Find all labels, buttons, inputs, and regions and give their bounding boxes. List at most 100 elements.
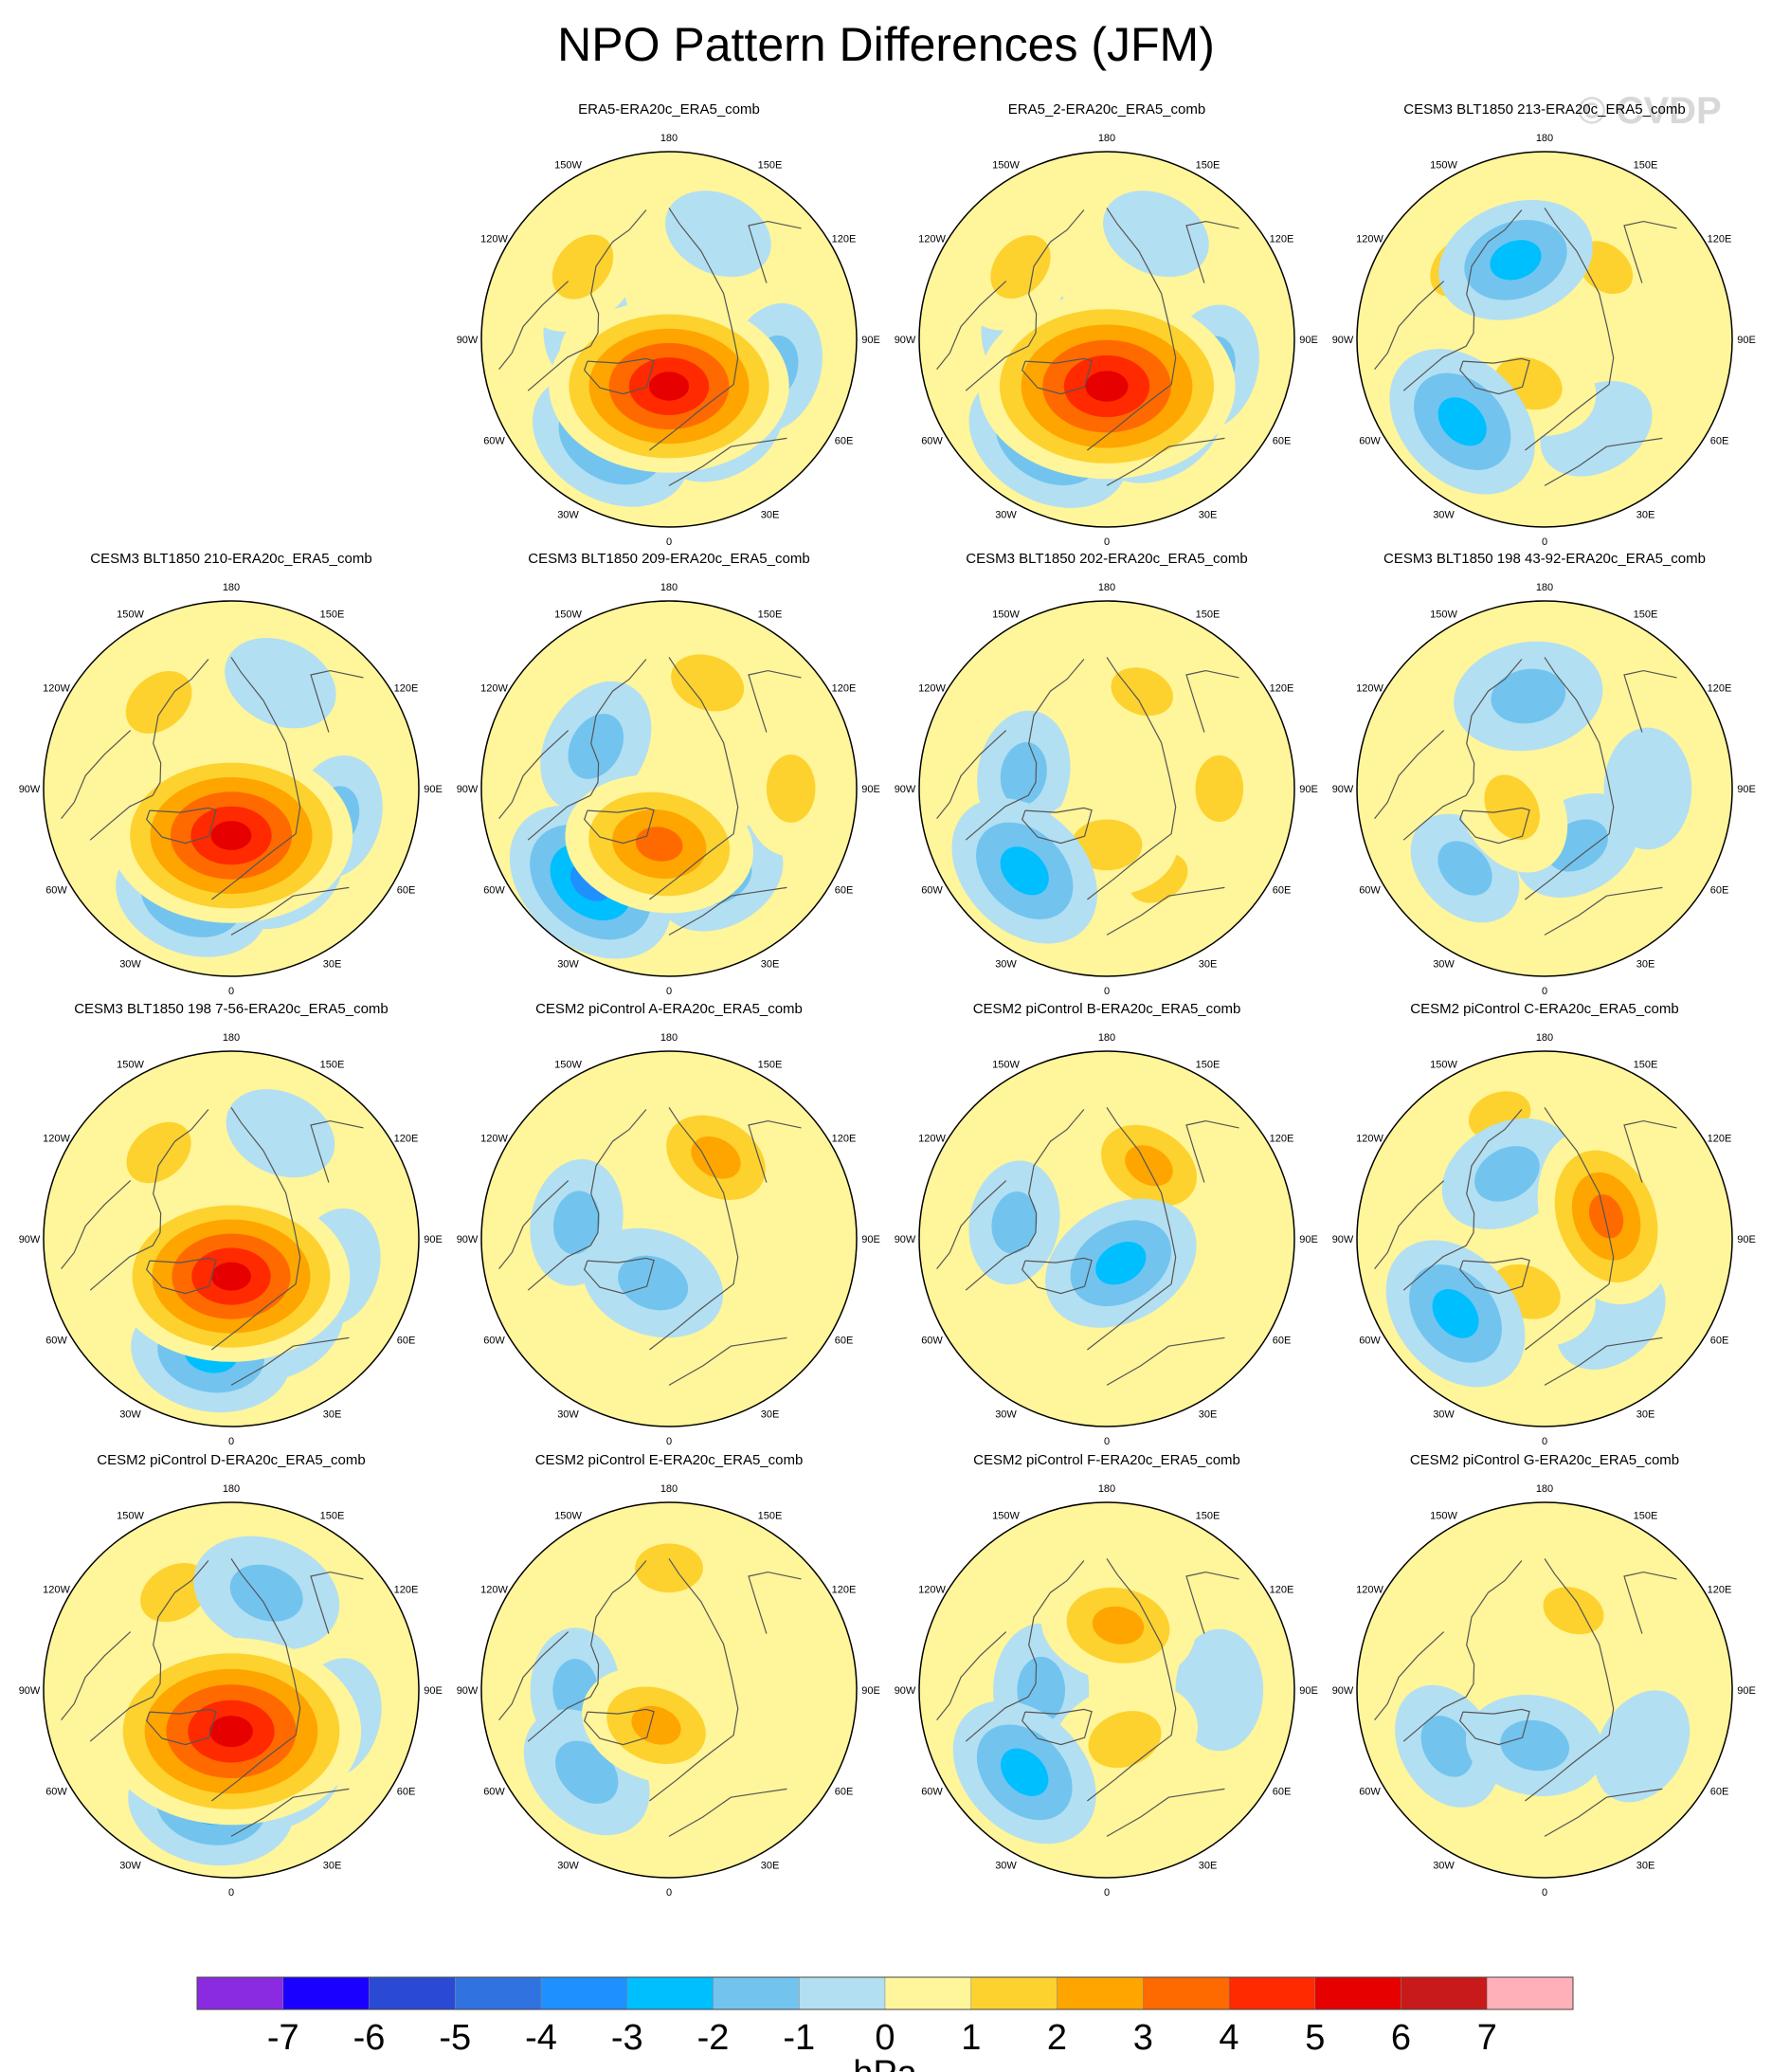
coastline xyxy=(649,657,739,900)
coastline xyxy=(1022,357,1093,395)
longitude-label: 0 xyxy=(228,1436,234,1447)
coastline xyxy=(584,357,655,395)
longitude-label: 120W xyxy=(918,234,946,245)
longitude-label: 90W xyxy=(1332,1234,1354,1245)
longitude-label: 150E xyxy=(1196,609,1221,621)
longitude-label: 120E xyxy=(1708,1585,1732,1596)
longitude-label: 150E xyxy=(758,160,783,172)
coastline xyxy=(1106,437,1225,486)
longitude-label: 120W xyxy=(480,683,508,695)
contour-field xyxy=(44,1051,419,1427)
panel-title: CESM2 piControl G-ERA20c_ERA5_comb xyxy=(1410,1452,1679,1468)
coastline xyxy=(1623,220,1677,283)
contour-level xyxy=(1490,240,1542,281)
colorbar-swatch xyxy=(1487,1976,1574,2010)
coastline xyxy=(310,1119,364,1183)
map-panel: 180 150E 120E 90E 60E 30E 0 30W 60W 90W 120W 150W CE… xyxy=(19,1452,443,1899)
panel-title: CESM3 BLT1850 202-ERA20c_ERA5_comb xyxy=(966,551,1247,567)
contour-level xyxy=(1432,1289,1479,1338)
longitude-label: 30E xyxy=(1199,959,1218,971)
coastline xyxy=(1022,1708,1093,1746)
longitude-label: 120W xyxy=(918,1134,946,1145)
contour-level xyxy=(991,1191,1038,1254)
contour-level xyxy=(1437,397,1487,446)
map-border xyxy=(480,600,858,977)
colorbar-swatch xyxy=(799,1976,886,2010)
longitude-label: 150E xyxy=(758,609,783,621)
longitude-label: 90W xyxy=(19,1234,41,1245)
longitude-label: 150E xyxy=(320,1060,345,1071)
coastline xyxy=(1544,886,1663,936)
panel-title: CESM2 piControl D-ERA20c_ERA5_comb xyxy=(97,1452,365,1468)
longitude-label: 0 xyxy=(1104,1436,1110,1447)
longitude-label: 60E xyxy=(1273,885,1292,897)
panel-title: CESM2 piControl E-ERA20c_ERA5_comb xyxy=(535,1452,804,1468)
map-panel: 180 150E 120E 90E 60E 30E 0 30W 60W 90W 120W 150W CE… xyxy=(895,1001,1318,1447)
longitude-label: 150W xyxy=(117,1511,144,1522)
coastline xyxy=(936,1631,1007,1720)
longitude-label: 90E xyxy=(424,1685,443,1697)
map-panel: 180 150E 120E 90E 60E 30E 0 30W 60W 90W 120W 150W CE… xyxy=(1332,1452,1756,1899)
panel-title: CESM3 BLT1850 213-ERA20c_ERA5_comb xyxy=(1403,101,1685,118)
longitude-label: 0 xyxy=(228,1887,234,1899)
coastline xyxy=(1185,220,1239,283)
longitude-label: 90W xyxy=(895,784,916,795)
longitude-label: 60W xyxy=(1359,1787,1381,1798)
colorbar: -7 -6 -5 -4 -3 -2 -1 0 1 2 3 4 5 6 7 hPa xyxy=(196,1976,1574,2072)
contour-level xyxy=(671,654,745,712)
map-border xyxy=(480,1501,858,1879)
longitude-label: 90E xyxy=(861,1685,880,1697)
coastline xyxy=(61,1180,132,1269)
coastline xyxy=(310,1571,364,1634)
contour-level xyxy=(631,1705,681,1745)
contour-level xyxy=(618,1255,689,1311)
longitude-label: 30E xyxy=(761,959,780,971)
coastline xyxy=(1087,1558,1177,1802)
longitude-label: 120E xyxy=(1270,1134,1294,1145)
longitude-label: 150E xyxy=(758,1511,783,1522)
map-border xyxy=(918,1501,1295,1879)
longitude-label: 150W xyxy=(117,609,144,621)
contour-level xyxy=(1103,191,1209,278)
longitude-label: 120E xyxy=(1708,1134,1732,1145)
contour-field xyxy=(481,1051,857,1427)
coastline xyxy=(1185,1119,1239,1183)
colorbar-swatch xyxy=(884,1976,972,2010)
longitude-label: 120W xyxy=(43,683,70,695)
map-border xyxy=(1356,151,1733,528)
coastline xyxy=(498,1180,570,1269)
contour-level xyxy=(704,1590,796,1697)
longitude-label: 120E xyxy=(832,1134,857,1145)
coastline xyxy=(1459,1708,1530,1746)
contour-field xyxy=(481,152,857,527)
longitude-label: 150W xyxy=(1430,1511,1457,1522)
longitude-label: 30E xyxy=(1199,510,1218,521)
coastline xyxy=(1459,1257,1530,1295)
contour-field xyxy=(1357,601,1732,976)
longitude-label: 60E xyxy=(835,885,854,897)
colorbar-tick-label: 3 xyxy=(1133,2018,1153,2058)
coastline xyxy=(89,659,209,841)
colorbar-swatch xyxy=(369,1976,456,2010)
longitude-label: 30E xyxy=(323,1861,342,1872)
map-border xyxy=(1356,600,1733,977)
longitude-label: 60E xyxy=(1710,885,1729,897)
contour-field xyxy=(44,1502,419,1878)
map-panel: 180 150E 120E 90E 60E 30E 0 30W 60W 90W 120W 150W ER… xyxy=(895,101,1318,548)
longitude-label: 90E xyxy=(861,1234,880,1245)
panel-title: CESM3 BLT1850 198 7-56-ERA20c_ERA5_comb xyxy=(74,1001,389,1017)
coastline xyxy=(1022,807,1093,845)
colorbar-tick-label: -7 xyxy=(267,2018,299,2058)
contour-field xyxy=(919,601,1294,976)
longitude-label: 30W xyxy=(1433,1409,1455,1421)
contour-level xyxy=(1071,819,1143,871)
contour-level xyxy=(665,191,771,278)
contour-level xyxy=(1000,846,1049,896)
longitude-label: 60E xyxy=(835,1787,854,1798)
longitude-label: 120E xyxy=(394,1585,419,1596)
longitude-label: 90W xyxy=(895,1234,916,1245)
map-border xyxy=(43,1501,420,1879)
coastline xyxy=(1623,1119,1677,1183)
contour-field xyxy=(1357,1051,1732,1427)
coastline xyxy=(230,1788,350,1837)
